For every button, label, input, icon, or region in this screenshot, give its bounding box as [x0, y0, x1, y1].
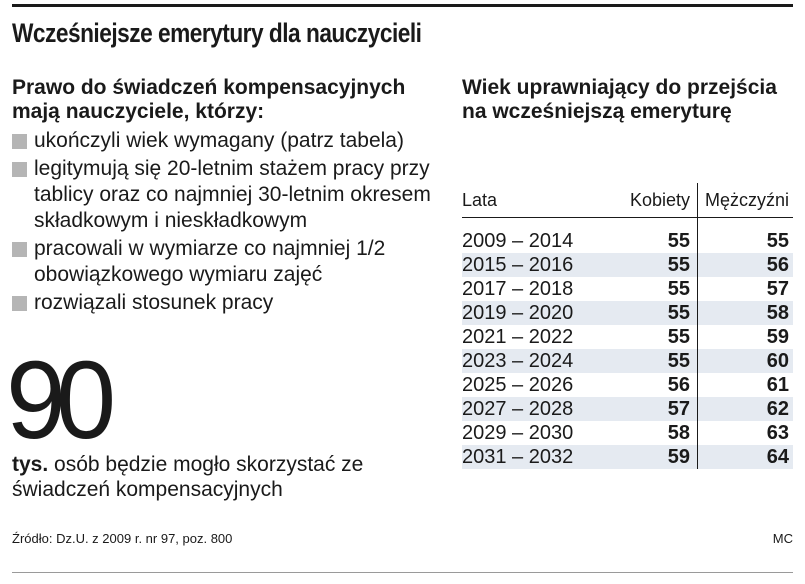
list-item: ukończyli wiek wymagany (patrz tabela) — [12, 128, 452, 154]
stat-description: osób będzie mogło skorzystać ze świadcze… — [12, 453, 364, 501]
table-row: 2027 – 2028 57 62 — [462, 397, 793, 421]
cell-years: 2027 – 2028 — [462, 397, 610, 421]
cell-years: 2017 – 2018 — [462, 278, 574, 300]
list-item-text: rozwiązali stosunek pracy — [34, 291, 274, 314]
eligibility-heading: Prawo do świadczeń kompensacyjnych mają … — [12, 76, 406, 123]
cell-years: 2021 – 2022 — [462, 326, 574, 348]
cell-men: 60 — [697, 349, 793, 373]
stat-number: 90 — [6, 339, 116, 462]
square-bullet-icon — [12, 296, 27, 311]
cell-men: 63 — [766, 422, 789, 444]
source-note: Źródło: Dz.U. z 2009 r. nr 97, poz. 800 — [12, 531, 233, 546]
table-row: 2029 – 2030 58 63 — [462, 421, 793, 445]
table-row: 2031 – 2032 59 64 — [462, 445, 793, 469]
cell-men: 58 — [697, 301, 793, 325]
table-header-row: Lata Kobiety Mężczyźni — [462, 183, 793, 218]
cell-years: 2009 – 2014 — [462, 230, 574, 252]
cell-men: 62 — [697, 397, 793, 421]
cell-years: 2023 – 2024 — [462, 349, 610, 373]
column-header-men: Mężczyźni — [704, 189, 789, 210]
list-item: legitymują się 20-letnim stażem pracy pr… — [12, 156, 452, 234]
table-row: 2021 – 2022 55 59 — [462, 325, 793, 349]
cell-men: 61 — [766, 374, 789, 396]
cell-men: 57 — [766, 278, 789, 300]
table-row: 2015 – 2016 55 56 — [462, 253, 793, 277]
cell-women: 56 — [610, 373, 698, 397]
cell-years: 2019 – 2020 — [462, 301, 610, 325]
list-item-text: ukończyli wiek wymagany (patrz tabela) — [34, 129, 404, 152]
table-row: 2019 – 2020 55 58 — [462, 301, 793, 325]
cell-women: 55 — [610, 301, 698, 325]
cell-women: 55 — [610, 277, 698, 301]
cell-women: 57 — [610, 397, 698, 421]
cell-women: 59 — [610, 445, 698, 469]
author-initials: MC — [772, 531, 793, 546]
stat-unit: tys. — [12, 453, 49, 476]
square-bullet-icon — [12, 162, 27, 177]
bottom-rule — [12, 572, 793, 573]
cell-men: 64 — [697, 445, 793, 469]
page-title: Wcześniejsze emerytury dla nauczycieli — [12, 18, 422, 48]
cell-women: 58 — [610, 421, 698, 445]
cell-years: 2029 – 2030 — [462, 422, 574, 444]
list-item: rozwiązali stosunek pracy — [12, 290, 452, 316]
cell-women: 55 — [610, 229, 698, 253]
list-item: pracowali w wymiarze co najmniej 1/2 obo… — [12, 236, 452, 288]
age-table: Lata Kobiety Mężczyźni 2009 – 2014 55 55… — [462, 183, 793, 469]
cell-men: 55 — [766, 230, 789, 252]
stat-caption: tys. osób będzie mogło skorzystać ze świ… — [12, 452, 452, 502]
cell-men: 56 — [697, 253, 793, 277]
table-spacer-row — [462, 217, 793, 229]
square-bullet-icon — [12, 134, 27, 149]
table-row: 2025 – 2026 56 61 — [462, 373, 793, 397]
cell-women: 55 — [610, 325, 698, 349]
column-header-women: Kobiety — [610, 183, 698, 218]
square-bullet-icon — [12, 242, 27, 257]
list-item-text: legitymują się 20-letnim stażem pracy pr… — [34, 157, 431, 232]
cell-women: 55 — [610, 253, 698, 277]
table-row: 2009 – 2014 55 55 — [462, 229, 793, 253]
top-rule — [12, 4, 793, 7]
cell-men: 59 — [766, 326, 789, 348]
eligibility-list: ukończyli wiek wymagany (patrz tabela) l… — [12, 128, 452, 318]
column-header-years: Lata — [462, 189, 498, 210]
table-row: 2017 – 2018 55 57 — [462, 277, 793, 301]
cell-women: 55 — [610, 349, 698, 373]
list-item-text: pracowali w wymiarze co najmniej 1/2 obo… — [34, 237, 386, 286]
table-row: 2023 – 2024 55 60 — [462, 349, 793, 373]
age-heading: Wiek uprawniający do przejścia na wcześn… — [462, 76, 777, 123]
cell-years: 2025 – 2026 — [462, 374, 574, 396]
cell-years: 2031 – 2032 — [462, 445, 610, 469]
cell-years: 2015 – 2016 — [462, 253, 610, 277]
